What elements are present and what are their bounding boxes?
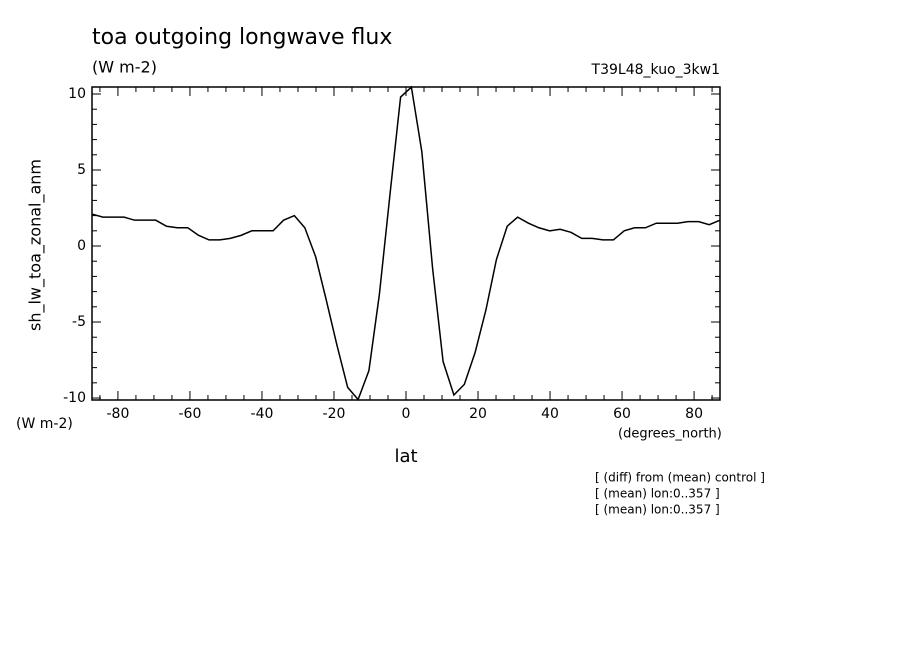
run-label: T39L48_kuo_3kw1 xyxy=(591,62,720,78)
x-tick-label: -40 xyxy=(251,406,274,422)
y-tick-label: -5 xyxy=(72,314,86,330)
x-tick-label: 0 xyxy=(402,406,411,422)
plot-frame xyxy=(91,86,721,401)
chart-subtitle: (W m-2) xyxy=(92,58,157,77)
y-tick-label: 10 xyxy=(68,86,86,102)
chart-title: toa outgoing longwave flux xyxy=(92,25,392,50)
data-line xyxy=(91,85,721,401)
x-axis-label: lat xyxy=(394,446,417,467)
x-tick-label: 40 xyxy=(541,406,559,422)
x-tick-label: -20 xyxy=(323,406,346,422)
x-units: (degrees_north) xyxy=(618,427,722,442)
x-tick-label: 80 xyxy=(685,406,703,422)
x-tick-label: 20 xyxy=(469,406,487,422)
note: [ (mean) lon:0..357 ] xyxy=(595,487,720,501)
y-tick-label: 5 xyxy=(77,162,86,178)
y-axis-label: sh_lw_toa_zonal_anm xyxy=(26,159,46,331)
note: [ (mean) lon:0..357 ] xyxy=(595,503,720,517)
y-tick-label: 0 xyxy=(77,238,86,254)
x-tick-label: 60 xyxy=(613,406,631,422)
y-units: (W m-2) xyxy=(16,416,73,432)
x-tick-label: -60 xyxy=(179,406,202,422)
x-tick-label: -80 xyxy=(106,406,129,422)
note: [ (diff) from (mean) control ] xyxy=(595,471,765,485)
y-tick-label: -10 xyxy=(63,390,86,406)
